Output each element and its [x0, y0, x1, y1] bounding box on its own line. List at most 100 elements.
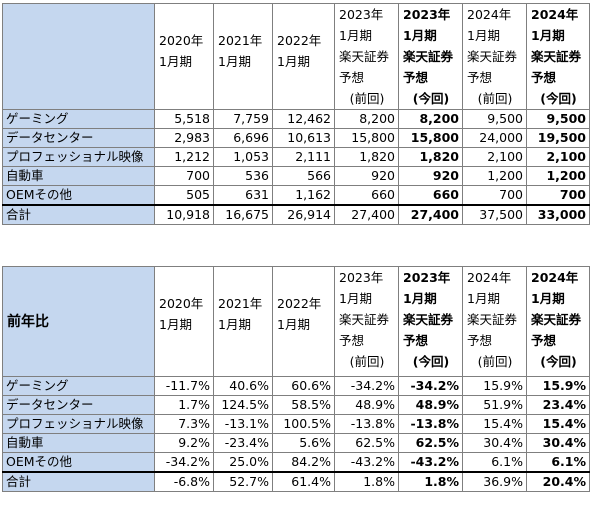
total-cell: 1.8%: [398, 471, 463, 492]
header-row: 前年比 2020年 1月期 2021年 1月期 2022年 1月期 2023年 1月期 楽天証券予…: [2, 266, 590, 377]
table-cell: 48.9%: [398, 395, 463, 415]
column-header: 2024年 1月期 楽天証券 予想 (前回): [462, 266, 527, 377]
table-row: ゲーミング -11.7% 40.6% 60.6% -34.2% -34.2% 15.9% 15…: [2, 376, 590, 396]
table-cell: 660: [398, 185, 463, 206]
column-header-line: 1月期: [531, 28, 565, 43]
column-header-line: (今回): [412, 354, 450, 369]
table-cell: 6.1%: [462, 452, 527, 473]
column-header-line: 2024年: [531, 270, 579, 285]
table-cell: 5,518: [154, 109, 214, 129]
table-cell: 62.5%: [334, 433, 399, 453]
total-cell: 36.9%: [462, 471, 527, 492]
table-cell: 700: [526, 185, 590, 206]
table-cell: 536: [213, 166, 273, 186]
table-cell: 700: [462, 185, 527, 206]
table-title: 前年比: [2, 266, 155, 377]
column-header-line: 2024年: [467, 270, 512, 285]
column-header: 2024年 1月期 楽天証券 予想 (前回): [462, 3, 527, 110]
column-header-line: (前回): [349, 91, 385, 106]
column-header-line: 楽天証券: [531, 49, 582, 64]
header-row: 2020年 1月期 2021年 1月期 2022年 1月期 2023年 1月期楽天証券予想 (前…: [2, 3, 590, 110]
column-header: 2023年 1月期 楽天証券 予想 (今回): [398, 3, 463, 110]
table-cell: 1,200: [526, 166, 590, 186]
table-cell: 58.5%: [272, 395, 335, 415]
total-cell: 61.4%: [272, 471, 335, 492]
table-cell: 60.6%: [272, 376, 335, 396]
column-header-line: 2021年: [218, 296, 263, 311]
table-row: プロフェッショナル映像 1,212 1,053 2,111 1,820 1,820 2,10…: [2, 147, 590, 167]
row-label: 自動車: [2, 433, 155, 453]
table-row: 自動車 700 536 566 920 920 1,200 1,200: [2, 166, 590, 186]
column-header-line: (今回): [540, 91, 577, 106]
column-header: 2024年 1月期 楽天証券 予想 (今回): [526, 3, 590, 110]
table-cell: 7,759: [213, 109, 273, 129]
table-cell: 15.9%: [526, 376, 590, 396]
table-cell: -23.4%: [213, 433, 273, 453]
column-header-line: 2023年: [339, 7, 384, 22]
table-cell: -43.2%: [398, 452, 463, 473]
table-cell: 920: [398, 166, 463, 186]
column-header-line: 楽天証券: [339, 312, 390, 327]
column-header-line: 2022年: [277, 33, 322, 48]
column-header-line: 予想: [403, 333, 429, 348]
total-cell: 10,918: [154, 204, 214, 225]
table-cell: 24,000: [462, 128, 527, 148]
column-header-line: 2023年: [403, 7, 451, 22]
column-header-line: 1月期: [339, 28, 372, 43]
table-cell: -11.7%: [154, 376, 214, 396]
table-cell: 48.9%: [334, 395, 399, 415]
column-header-line: 2024年: [467, 7, 512, 22]
column-header-line: 1月期: [277, 317, 310, 332]
column-header-line: 2020年: [159, 296, 204, 311]
table-cell: -34.2%: [154, 452, 214, 473]
table-cell: -13.8%: [334, 414, 399, 434]
table-cell: 23.4%: [526, 395, 590, 415]
table-row: データセンター 1.7% 124.5% 58.5% 48.9% 48.9% 51.9% 23.…: [2, 395, 590, 415]
row-label: OEMその他: [2, 452, 155, 473]
table-cell: 15.4%: [526, 414, 590, 434]
column-header-line: 楽天証券: [467, 312, 518, 327]
table-cell: 700: [154, 166, 214, 186]
table-cell: 1,820: [398, 147, 463, 167]
table-cell: 12,462: [272, 109, 335, 129]
column-header-line: 1月期: [218, 317, 251, 332]
table-cell: 566: [272, 166, 335, 186]
table-cell: -34.2%: [334, 376, 399, 396]
table-cell: 15,800: [334, 128, 399, 148]
table-cell: 2,983: [154, 128, 214, 148]
table-cell: 25.0%: [213, 452, 273, 473]
column-header-line: 1月期: [403, 28, 437, 43]
table-cell: 1,200: [462, 166, 527, 186]
column-header-line: 予想: [531, 70, 557, 85]
table-cell: 660: [334, 185, 399, 206]
column-header: 2021年 1月期: [213, 266, 273, 377]
table-cell: 10,613: [272, 128, 335, 148]
total-label: 合計: [2, 471, 155, 492]
column-header-line: 予想: [403, 70, 429, 85]
column-header-line: 予想: [467, 70, 493, 85]
row-label: データセンター: [2, 395, 155, 415]
column-header-line: 1月期: [467, 291, 500, 306]
table-cell: 51.9%: [462, 395, 527, 415]
table-cell: -13.8%: [398, 414, 463, 434]
table-cell: 100.5%: [272, 414, 335, 434]
column-header: 2023年 1月期 楽天証券 予想 (前回): [334, 266, 399, 377]
row-label: OEMその他: [2, 185, 155, 206]
yoy-growth-table: 前年比 2020年 1月期 2021年 1月期 2022年 1月期 2023年 1月期 楽天証券予…: [2, 266, 590, 492]
column-header: 2020年 1月期: [154, 3, 214, 110]
column-header: 2024年 1月期 楽天証券 予想 (今回): [526, 266, 590, 377]
column-header: 2021年 1月期: [213, 3, 273, 110]
table-cell: 19,500: [526, 128, 590, 148]
column-header-line: 1月期: [467, 28, 500, 43]
table-cell: 2,100: [526, 147, 590, 167]
table-cell: 9,500: [526, 109, 590, 129]
column-header-line: (前回): [477, 354, 513, 369]
table-cell: 9.2%: [154, 433, 214, 453]
column-header-line: 楽天証券: [403, 312, 454, 327]
table-cell: 40.6%: [213, 376, 273, 396]
column-header-line: (今回): [540, 354, 577, 369]
total-cell: 27,400: [334, 204, 399, 225]
table-row: OEMその他 505 631 1,162 660 660 700 700: [2, 185, 590, 206]
table-cell: 124.5%: [213, 395, 273, 415]
table-row: プロフェッショナル映像 7.3% -13.1% 100.5% -13.8% -13.8% 1…: [2, 414, 590, 434]
